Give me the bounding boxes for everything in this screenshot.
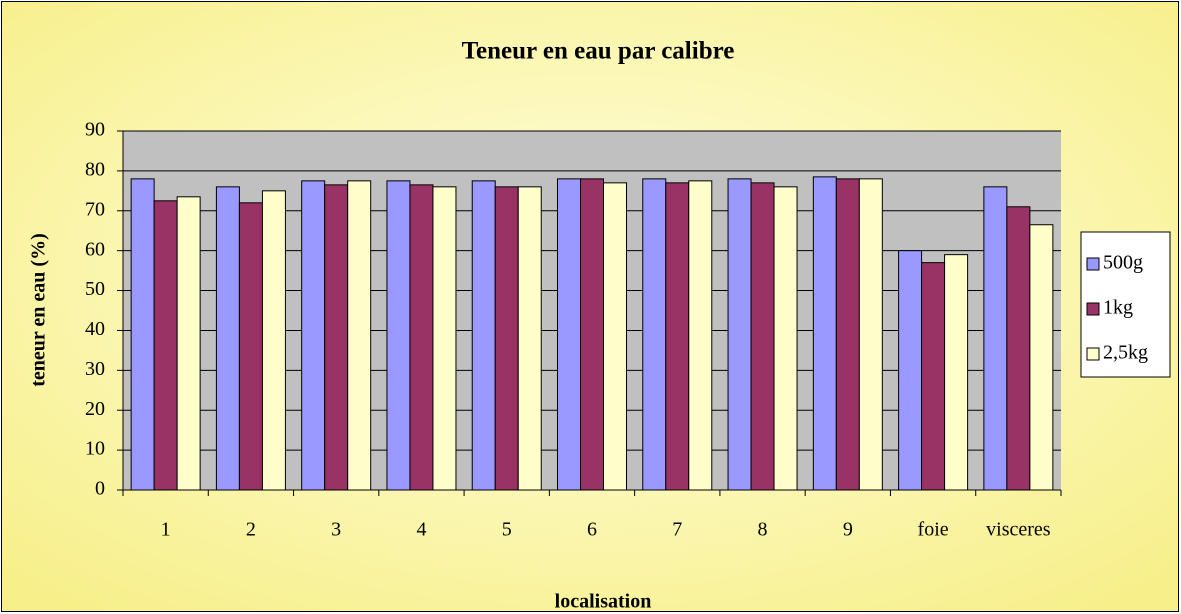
- bar: [921, 262, 946, 491]
- bar: [580, 178, 604, 491]
- bar: [153, 200, 178, 491]
- y-tick-label: 10: [85, 438, 105, 460]
- x-tick-label: 1: [161, 519, 171, 541]
- y-axis-label: teneur en eau (%): [28, 233, 50, 387]
- bar: [130, 178, 155, 491]
- y-tick-label: 20: [85, 398, 105, 420]
- x-tick-label: foie: [918, 519, 949, 541]
- x-tick-label: 8: [758, 519, 768, 541]
- bar: [688, 180, 713, 491]
- legend-label: 2,5kg: [1103, 342, 1148, 364]
- bar: [557, 178, 581, 491]
- bar: [432, 186, 457, 491]
- bar: [727, 178, 752, 491]
- bar: [261, 190, 286, 491]
- x-tick-label: 2: [246, 519, 256, 541]
- legend-swatch: [1086, 302, 1100, 316]
- x-tick-label: 3: [331, 519, 341, 541]
- bar: [238, 202, 263, 491]
- bar: [898, 250, 923, 491]
- bar: [471, 180, 496, 491]
- bar: [750, 182, 775, 491]
- bar: [386, 180, 411, 491]
- bar: [1029, 224, 1054, 491]
- bar: [517, 186, 542, 491]
- bar: [347, 180, 372, 491]
- y-tick-label: 40: [85, 318, 105, 340]
- bar: [409, 184, 434, 491]
- legend-label: 500g: [1103, 252, 1143, 274]
- bar: [215, 186, 240, 491]
- bar: [642, 178, 667, 491]
- x-tick-label: 9: [843, 519, 853, 541]
- bar: [301, 180, 326, 491]
- y-tick-label: 90: [85, 119, 105, 141]
- bar: [944, 254, 969, 491]
- y-tick-label: 60: [85, 238, 105, 260]
- x-tick-label: visceres: [986, 519, 1051, 541]
- bar: [858, 178, 883, 491]
- legend-swatch: [1086, 347, 1100, 361]
- bar: [176, 196, 201, 491]
- x-axis-label: localisation: [555, 591, 652, 613]
- bar: [812, 176, 837, 491]
- bar: [983, 186, 1008, 491]
- bar: [603, 182, 627, 491]
- bar: [494, 186, 519, 491]
- x-tick-label: 5: [502, 519, 512, 541]
- bar: [835, 178, 860, 491]
- chart-title: Teneur en eau par calibre: [462, 38, 735, 65]
- legend-swatch: [1086, 257, 1100, 271]
- bar: [665, 182, 690, 491]
- x-tick-label: 6: [587, 519, 597, 541]
- y-tick-label: 0: [95, 478, 105, 500]
- y-tick-label: 50: [85, 278, 105, 300]
- y-tick-label: 30: [85, 358, 105, 380]
- x-tick-label: 4: [416, 519, 426, 541]
- bar: [1006, 206, 1031, 491]
- y-tick-label: 70: [85, 198, 105, 220]
- y-tick-label: 80: [85, 158, 105, 180]
- legend-label: 1kg: [1103, 297, 1133, 319]
- x-tick-label: 7: [672, 519, 682, 541]
- bar: [773, 186, 798, 491]
- bar: [324, 184, 349, 491]
